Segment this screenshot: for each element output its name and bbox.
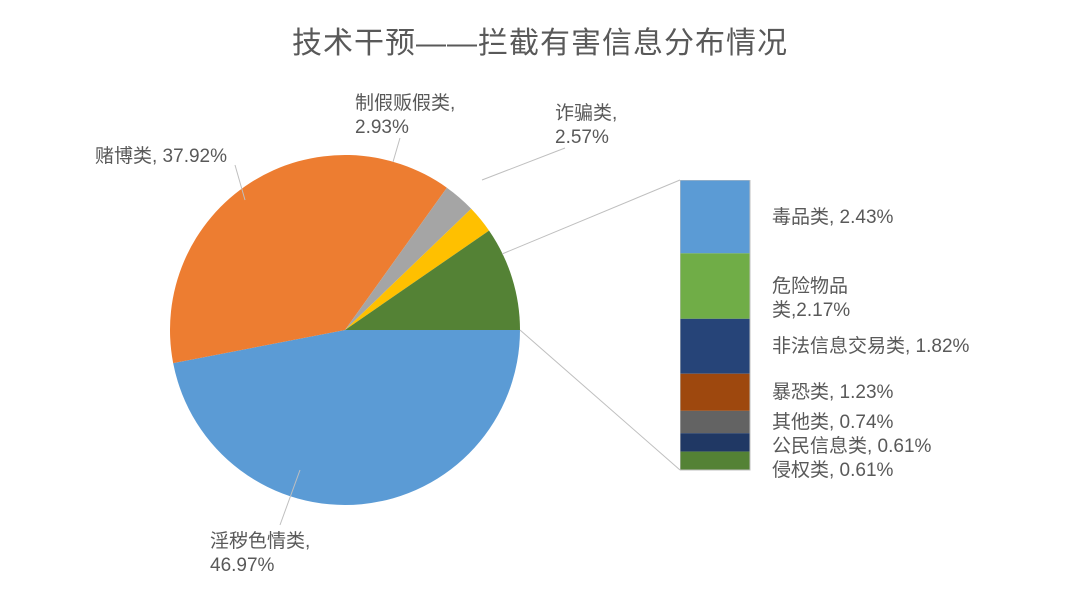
breakout-label: 公民信息类, 0.61% [772,435,931,459]
breakout-bar [680,180,780,500]
breakout-segment [680,452,750,470]
slice-label: 淫秽色情类, 46.97% [210,530,310,578]
slice-label: 诈骗类, 2.57% [555,102,617,150]
breakout-segment [680,433,750,451]
breakout-label: 其他类, 0.74% [772,411,893,435]
breakout-label: 非法信息交易类, 1.82% [772,335,969,359]
breakout-label: 暴恐类, 1.23% [772,381,893,405]
breakout-segment [680,411,750,433]
pie-chart [170,130,570,530]
slice-label: 制假贩假类, 2.93% [355,92,455,140]
slice-label: 赌博类, 37.92% [95,145,227,169]
breakout-segment [680,253,750,318]
breakout-segment [680,319,750,374]
breakout-label: 侵权类, 0.61% [772,459,893,483]
chart-container: 技术干预——拦截有害信息分布情况 淫秽色情类, 46.97% 赌博类, 37.92… [0,0,1080,600]
breakout-label: 危险物品 类,2.17% [772,275,850,323]
breakout-label: 毒品类, 2.43% [772,206,893,230]
breakout-segment [680,374,750,411]
breakout-segment [680,180,750,253]
chart-title: 技术干预——拦截有害信息分布情况 [0,18,1080,62]
pie-slice [173,330,520,505]
